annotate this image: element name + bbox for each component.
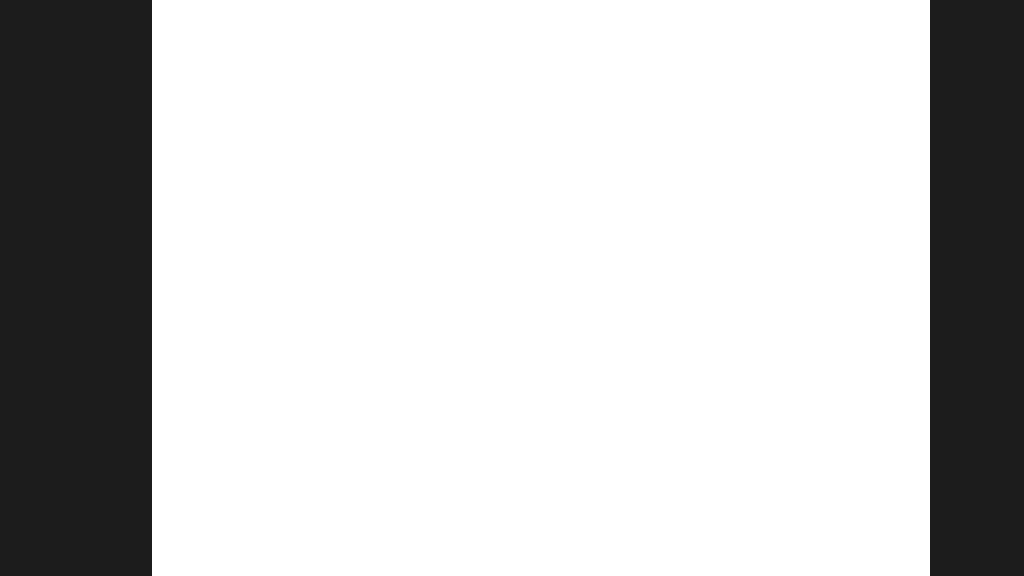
Text: 3,5: 3,5	[329, 492, 350, 506]
FancyBboxPatch shape	[422, 536, 461, 560]
FancyBboxPatch shape	[315, 536, 424, 560]
FancyBboxPatch shape	[422, 444, 461, 468]
FancyBboxPatch shape	[315, 400, 424, 424]
Text: ): )	[461, 537, 470, 558]
Y-axis label: y: y	[203, 33, 210, 46]
Text: 8,5: 8,5	[329, 540, 350, 555]
Text: D: D	[457, 194, 466, 207]
Text: x: x	[432, 405, 441, 419]
FancyBboxPatch shape	[315, 444, 424, 468]
Text: 3,7: 3,7	[329, 449, 350, 463]
Text: x: x	[432, 449, 441, 463]
Text: D: D	[182, 540, 194, 555]
Text: ): )	[461, 446, 470, 465]
Text: B: B	[182, 449, 193, 463]
Text: ': '	[195, 446, 198, 457]
Text: ': '	[195, 403, 198, 413]
Text: (: (	[307, 402, 315, 422]
Text: D': D'	[532, 264, 548, 278]
Text: C: C	[182, 492, 193, 506]
Text: A: A	[182, 405, 193, 419]
Text: ): )	[461, 490, 470, 509]
Text: (x, y)  =: (x, y) =	[214, 541, 265, 554]
Text: Determine the coordinates of A’, B’, C’ and D’ using only reasoning (that is, wi: Determine the coordinates of A’, B’, C’ …	[182, 373, 731, 385]
Text: (: (	[307, 537, 315, 558]
Text: C: C	[337, 208, 346, 221]
Text: B: B	[322, 134, 331, 147]
Text: x: x	[432, 492, 441, 506]
FancyBboxPatch shape	[315, 487, 424, 511]
Text: (x, y)  =: (x, y) =	[214, 406, 265, 418]
Text: C': C'	[318, 264, 332, 278]
Text: (x, y)  =: (x, y) =	[214, 449, 265, 462]
Text: ): )	[461, 402, 470, 422]
FancyBboxPatch shape	[422, 487, 461, 511]
Text: x: x	[432, 540, 441, 555]
Text: ': '	[195, 490, 198, 501]
Text: (x, y)  =: (x, y) =	[214, 493, 265, 506]
Text: r: r	[483, 241, 487, 251]
FancyBboxPatch shape	[422, 400, 461, 424]
Text: (: (	[307, 446, 315, 465]
Text: A: A	[419, 74, 428, 87]
Text: The figure below shows quadrilateral ABCD and a line of reflection.: The figure below shows quadrilateral ABC…	[182, 35, 580, 48]
Text: ': '	[195, 539, 198, 548]
X-axis label: x: x	[615, 363, 623, 376]
Text: 5,9: 5,9	[329, 405, 350, 419]
Text: (: (	[307, 490, 315, 509]
